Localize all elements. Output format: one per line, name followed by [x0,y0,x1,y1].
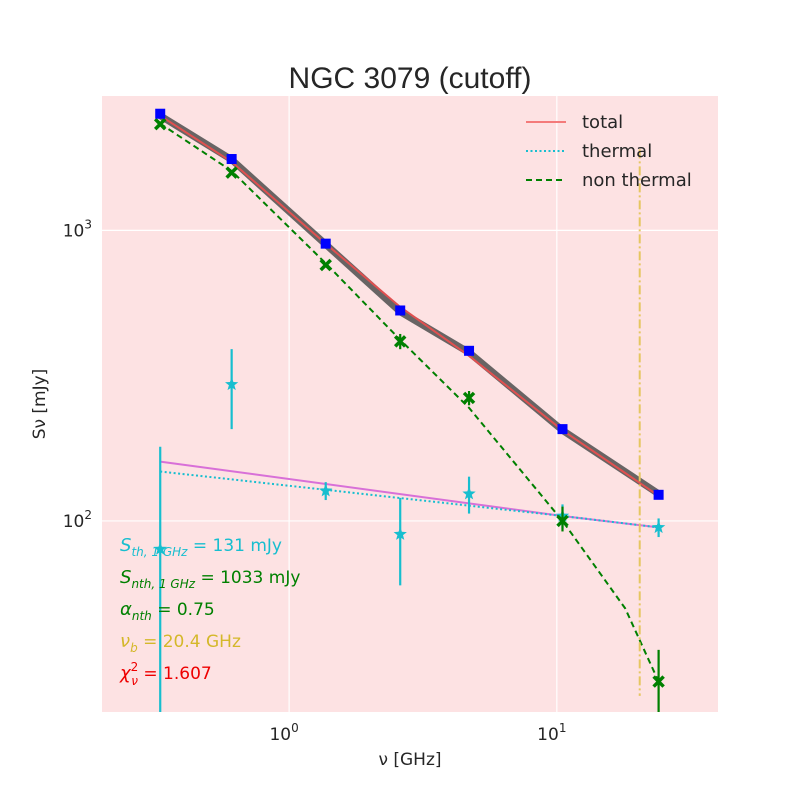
plot-area [102,96,718,712]
total-data-point [464,345,475,356]
total-data-point [155,108,166,119]
non-thermal-data-point [319,258,332,272]
non-thermal-data-point [393,335,407,348]
thermal-data-point [393,527,407,540]
legend-label-1: thermal [582,141,652,162]
fit-annotations: Sth, 1 GHz = 131 mJy Snth, 1 GHz = 1033 m… [119,535,300,688]
non-thermal-data-point [556,514,569,528]
thermal-data-point [652,520,666,534]
x-tick-label: 100 [269,721,298,745]
legend: total thermal non thermal [526,112,692,191]
non-thermal-model-line [159,122,660,683]
x-tick-label: 101 [537,721,566,745]
total-data-point [226,154,237,165]
thermal-data-point [225,377,239,391]
fit-annotation-3: νb = 20.4 GHz [120,631,241,655]
non-thermal-data-point [462,391,476,405]
y-tick-label: 103 [63,217,92,241]
thermal-model-line [160,470,659,529]
thermal-data-point [319,483,333,497]
non-thermal-data-point [153,117,167,131]
thermal-data-point [462,486,476,500]
marker-layer [153,108,666,712]
total-data-point [653,489,664,500]
y-axis-label: Sν [mJy] [30,369,50,440]
non-thermal-data-point [225,166,238,179]
fit-annotation-2: αnth = 0.75 [120,599,215,623]
total-data-point [320,238,331,249]
total-data-point [557,424,568,435]
legend-label-0: total [582,112,623,133]
fit-annotation-0: Sth, 1 GHz = 131 mJy [120,535,282,559]
legend-label-2: non thermal [582,170,692,191]
non-thermal-data-point [652,675,665,688]
y-tick-label: 102 [63,508,92,532]
x-axis-label: ν [GHz] [378,750,441,770]
chart-title: NGC 3079 (cutoff) [289,62,532,95]
total-data-point [395,305,406,316]
grid [102,96,718,712]
fit-annotation-4: χ2 ν = 1.607 [119,660,212,688]
tick-labels: 100 101 102 103 [63,217,567,745]
fit-annotation-1: Snth, 1 GHz = 1033 mJy [120,567,300,591]
thermal-data-point [153,542,167,555]
